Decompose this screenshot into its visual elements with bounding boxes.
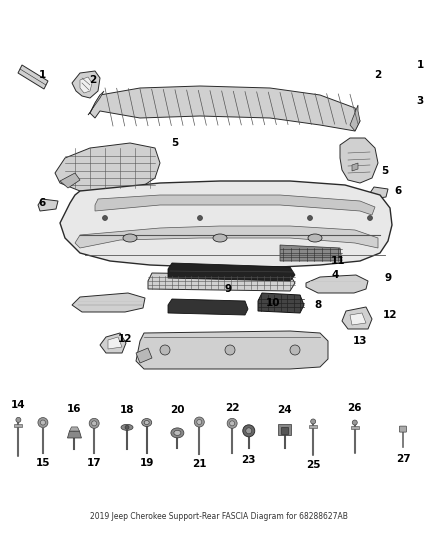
Polygon shape [72,71,100,98]
Polygon shape [168,263,295,281]
Text: 18: 18 [120,405,134,415]
Polygon shape [351,426,359,429]
Circle shape [40,420,46,425]
FancyBboxPatch shape [281,427,288,434]
Polygon shape [258,293,304,313]
Circle shape [290,345,300,355]
Polygon shape [75,226,378,248]
Polygon shape [14,424,22,427]
Text: 27: 27 [396,454,410,464]
Circle shape [227,418,237,429]
Ellipse shape [171,428,184,438]
Circle shape [352,420,357,425]
Polygon shape [67,431,81,438]
Polygon shape [352,163,358,171]
Text: 5: 5 [171,138,179,148]
Polygon shape [55,143,160,193]
Polygon shape [306,275,368,293]
Polygon shape [370,187,388,199]
Ellipse shape [142,418,152,426]
Circle shape [225,345,235,355]
Text: 9: 9 [224,284,232,294]
Polygon shape [72,293,145,312]
Polygon shape [60,181,392,267]
Polygon shape [60,173,80,188]
Text: 2: 2 [374,70,381,80]
Polygon shape [350,313,366,325]
Polygon shape [136,348,152,363]
Text: 6: 6 [394,186,402,196]
Polygon shape [88,91,104,115]
Text: 12: 12 [383,310,397,320]
Text: 4: 4 [331,270,339,280]
Text: 17: 17 [87,458,102,467]
Polygon shape [95,195,375,215]
Polygon shape [38,199,58,211]
Text: 2: 2 [89,75,97,85]
Polygon shape [350,105,360,131]
Text: 25: 25 [306,459,321,470]
Polygon shape [108,337,122,349]
Circle shape [246,428,252,434]
Text: 6: 6 [39,198,46,208]
Text: 26: 26 [347,402,362,413]
Polygon shape [18,65,48,89]
Polygon shape [168,299,248,315]
Polygon shape [340,138,378,183]
Text: 2019 Jeep Cherokee Support-Rear FASCIA Diagram for 68288627AB: 2019 Jeep Cherokee Support-Rear FASCIA D… [90,512,348,521]
Text: 21: 21 [192,459,207,469]
Ellipse shape [213,234,227,242]
Polygon shape [342,307,372,329]
Circle shape [16,417,21,422]
Ellipse shape [121,424,133,430]
Polygon shape [309,425,317,428]
Polygon shape [80,77,92,93]
Circle shape [92,421,97,426]
Text: 9: 9 [385,273,392,283]
Text: 1: 1 [417,60,424,70]
Circle shape [311,419,316,424]
Circle shape [198,215,202,221]
Polygon shape [136,331,328,369]
Circle shape [307,215,312,221]
Ellipse shape [144,421,149,425]
Polygon shape [100,333,126,353]
Circle shape [243,425,255,437]
Circle shape [89,418,99,429]
Text: 20: 20 [170,405,185,415]
Text: 13: 13 [353,336,367,346]
Text: 23: 23 [241,455,256,465]
Ellipse shape [123,234,137,242]
Text: 12: 12 [118,334,132,344]
Text: 5: 5 [381,166,389,176]
Polygon shape [70,427,79,431]
Text: 3: 3 [417,96,424,106]
Circle shape [38,417,48,427]
Circle shape [367,215,372,221]
Circle shape [160,345,170,355]
FancyBboxPatch shape [278,424,291,435]
FancyBboxPatch shape [399,426,406,432]
Text: 1: 1 [39,70,46,80]
Text: 16: 16 [67,404,82,414]
Text: 11: 11 [331,256,345,266]
Text: 22: 22 [225,403,240,414]
Text: 10: 10 [266,298,280,308]
Circle shape [102,215,107,221]
Text: 24: 24 [277,405,292,415]
Ellipse shape [174,430,181,435]
Text: 19: 19 [140,458,154,469]
Circle shape [197,419,202,424]
Polygon shape [280,245,342,261]
Polygon shape [148,273,295,291]
Circle shape [230,421,235,426]
Text: 14: 14 [11,400,26,410]
Circle shape [194,417,204,427]
Text: 8: 8 [314,300,321,310]
Polygon shape [90,86,360,131]
Text: 15: 15 [35,458,50,469]
Circle shape [125,425,129,430]
Ellipse shape [308,234,322,242]
